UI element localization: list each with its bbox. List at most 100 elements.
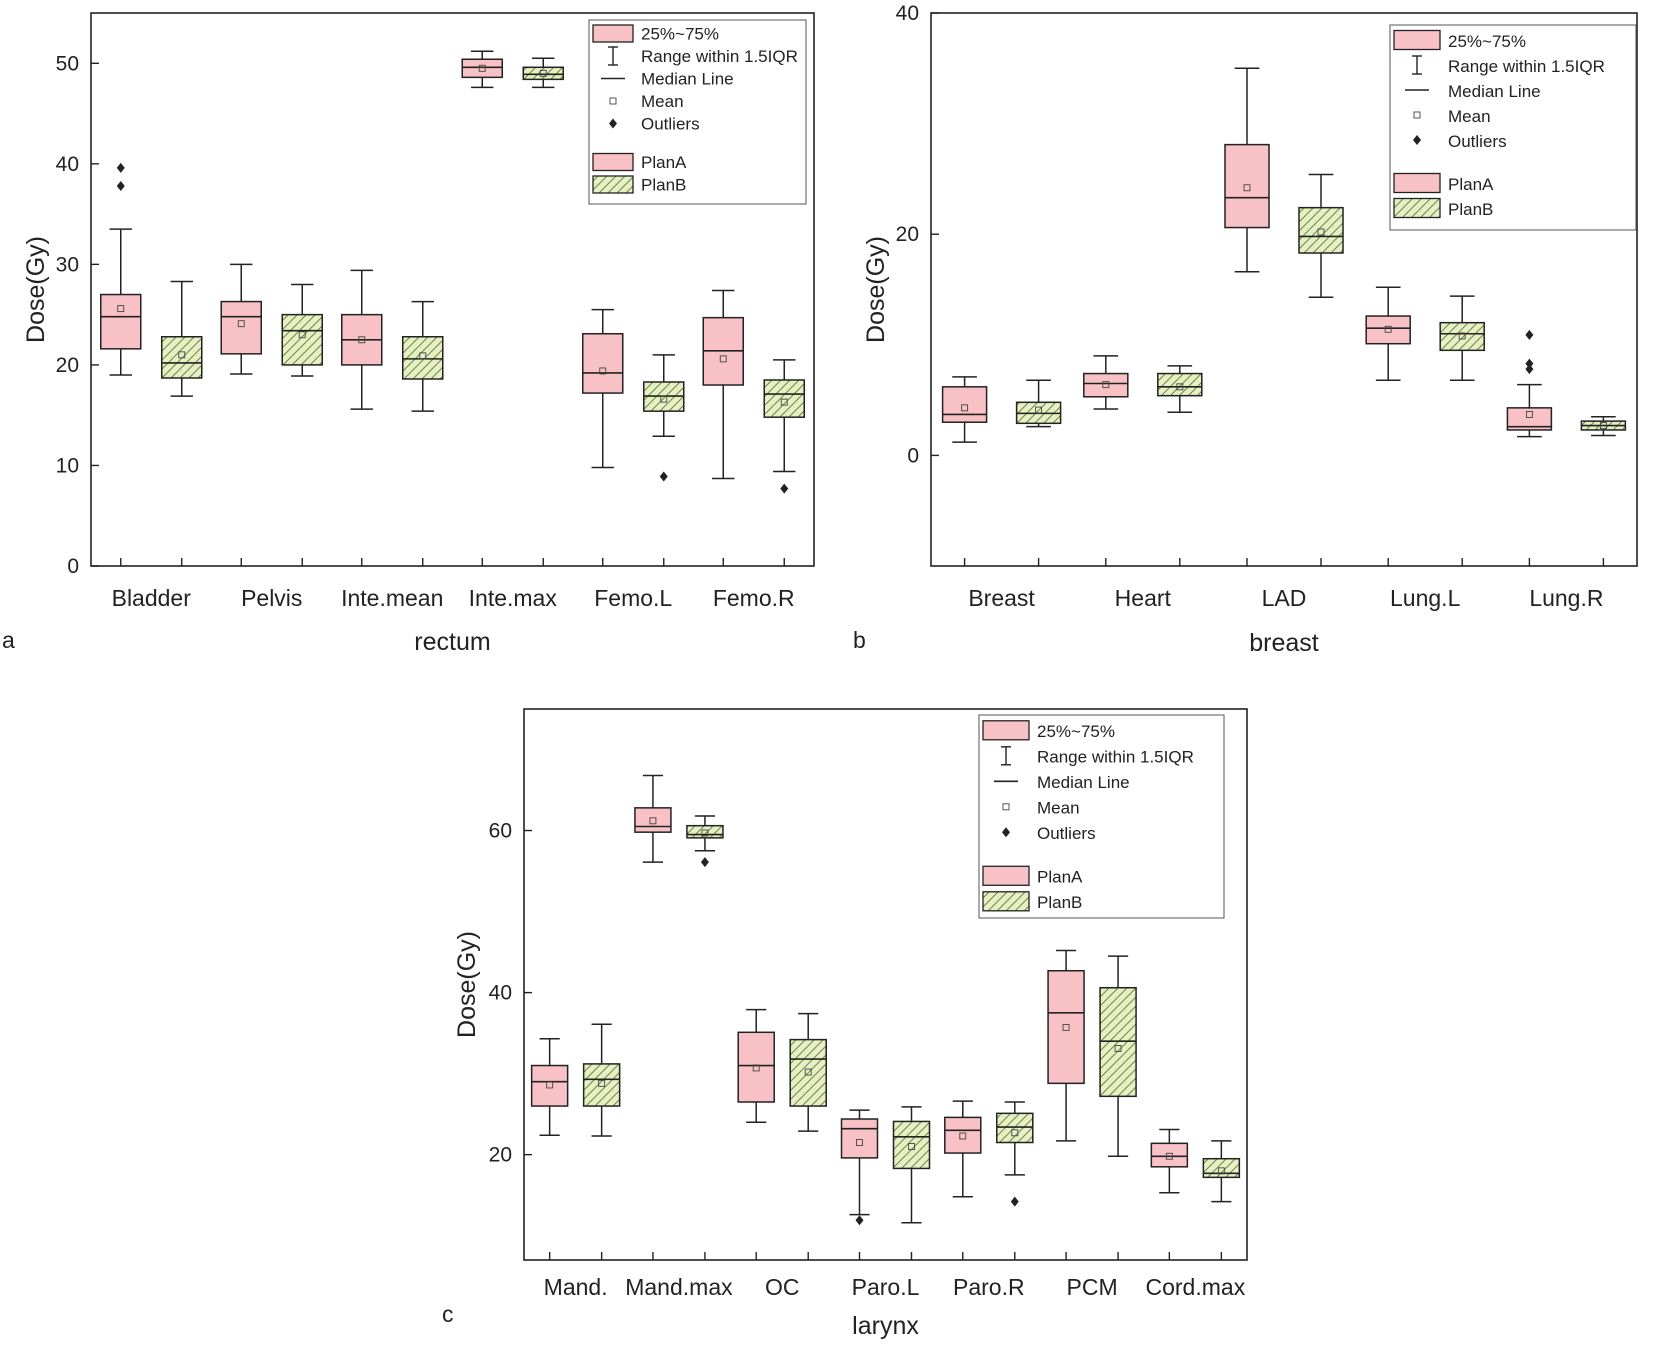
- planb-box: [161, 336, 203, 379]
- legend-label: PlanA: [641, 153, 687, 172]
- category-label: Lung.R: [1529, 585, 1603, 611]
- planb-box: [1099, 986, 1137, 1098]
- plana-box-group: [582, 308, 624, 469]
- plana-box: [840, 1118, 879, 1159]
- y-axis-label: Dose(Gy): [862, 236, 890, 343]
- outlier-marker: [855, 1215, 864, 1226]
- legend-planb-swatch: [982, 891, 1030, 912]
- category-label: Cord.max: [1146, 1274, 1246, 1300]
- category-label: Mand.max: [625, 1274, 733, 1300]
- planb-box: [763, 379, 805, 418]
- planb-box: [1157, 372, 1203, 397]
- legend-iqr-swatch: [982, 720, 1030, 741]
- plana-box-group: [702, 289, 744, 480]
- mean-marker: [701, 829, 709, 837]
- legend-outlier-icon: [1413, 135, 1421, 145]
- mean-marker: [1176, 383, 1184, 391]
- panel-a: 0 10 20 30 40 50 Dose(Gy) rectum a Bladder Pelvis I…: [2, 12, 815, 656]
- legend-label: Outliers: [1448, 132, 1507, 151]
- planb-box-group: [1202, 1140, 1241, 1203]
- plana-box-group: [1224, 67, 1270, 273]
- legend-label: Median Line: [1448, 82, 1541, 101]
- legend-label: Range within 1.5IQR: [641, 47, 798, 66]
- legend-planb-swatch: [592, 175, 634, 194]
- legend-label: Range within 1.5IQR: [1448, 57, 1605, 76]
- mean-marker: [780, 398, 788, 406]
- x-axis-label: larynx: [852, 1312, 919, 1340]
- y-tick-label: 40: [896, 2, 919, 25]
- mean-marker: [1599, 422, 1607, 429]
- mean-marker: [1114, 1045, 1122, 1052]
- planb-box-group: [1580, 415, 1627, 437]
- legend-label: Outliers: [1037, 824, 1096, 843]
- planb-box-group: [892, 1106, 931, 1224]
- planb-box-group: [1439, 295, 1485, 381]
- planb-box-group: [686, 815, 724, 868]
- category-label: Heart: [1115, 585, 1172, 611]
- mean-marker: [908, 1143, 915, 1151]
- category-label: Mand.: [544, 1274, 608, 1300]
- legend-plana-swatch: [592, 152, 634, 172]
- mean-marker: [1035, 406, 1043, 414]
- mean-marker: [539, 69, 547, 77]
- legend-outlier-icon: [1002, 827, 1010, 838]
- legend-label: Mean: [1037, 799, 1080, 818]
- mean-marker: [649, 817, 657, 825]
- planb-box: [1439, 321, 1485, 352]
- legend-iqr-swatch: [592, 24, 634, 43]
- mean-marker: [1217, 1167, 1225, 1175]
- planb-box-group: [996, 1101, 1034, 1207]
- mean-marker: [178, 351, 186, 359]
- legend-label: PlanB: [1037, 893, 1082, 912]
- plana-box-group: [1506, 329, 1553, 438]
- plana-box-group: [944, 1100, 982, 1198]
- plana-box: [1047, 969, 1085, 1085]
- planb-box-group: [643, 354, 685, 482]
- planb-box-group: [1099, 955, 1137, 1158]
- category-label: Paro.R: [953, 1274, 1025, 1300]
- legend-label: 25%~75%: [1037, 722, 1115, 741]
- y-axis-label: Dose(Gy): [22, 236, 50, 343]
- mean-marker: [961, 404, 969, 412]
- mean-marker: [1102, 381, 1110, 389]
- plana-box-group: [341, 269, 383, 410]
- plana-box: [100, 293, 142, 350]
- mean-marker: [1243, 184, 1251, 192]
- mean-marker: [1011, 1129, 1019, 1137]
- outlier-marker: [780, 483, 789, 494]
- plana-box: [530, 1064, 569, 1107]
- mean-marker: [1525, 411, 1533, 418]
- mean-marker: [117, 305, 125, 313]
- planb-box-group: [582, 1023, 621, 1137]
- outlier-marker: [1525, 364, 1534, 375]
- category-label: Bladder: [112, 585, 192, 611]
- category-label: LAD: [1262, 585, 1307, 611]
- mean-marker: [660, 395, 668, 403]
- y-axis-label: Dose(Gy): [453, 931, 481, 1038]
- panel-c: 20 40 60 Dose(Gy) larynx c Mand. Mand.max OC Paro…: [442, 708, 1248, 1340]
- category-label: Breast: [968, 585, 1035, 611]
- outlier-marker: [700, 857, 709, 868]
- legend-label: Median Line: [1037, 773, 1130, 792]
- outlier-marker: [1010, 1196, 1019, 1207]
- legend-label: 25%~75%: [1448, 32, 1526, 51]
- planb-box: [402, 336, 444, 380]
- y-tick-label: 30: [56, 253, 79, 276]
- outlier-marker: [116, 180, 125, 191]
- mean-marker: [959, 1132, 967, 1140]
- y-tick-label: 20: [489, 1144, 512, 1167]
- plana-box: [1365, 315, 1411, 345]
- planb-box: [1298, 206, 1344, 254]
- plot-frame: [90, 12, 815, 567]
- mean-marker: [1317, 228, 1325, 236]
- mean-marker: [358, 336, 366, 344]
- category-label: Inte.max: [469, 585, 558, 611]
- mean-marker: [478, 64, 486, 72]
- mean-marker: [1165, 1152, 1173, 1160]
- category-label: Pelvis: [241, 585, 302, 611]
- plana-box-group: [461, 50, 503, 89]
- mean-marker: [1458, 332, 1466, 340]
- legend-frame: [978, 714, 1225, 919]
- plana-box-group: [1365, 286, 1411, 381]
- plana-box: [1083, 372, 1129, 398]
